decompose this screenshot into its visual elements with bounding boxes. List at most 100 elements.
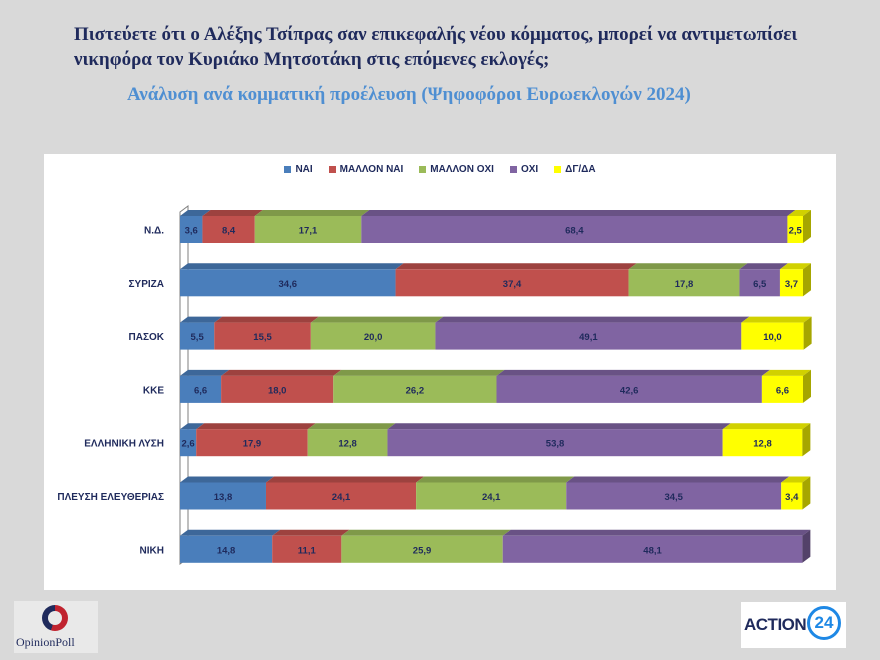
opinionpoll-logo-icon [42, 605, 68, 631]
bar-top-5-3 [566, 476, 790, 483]
opinionpoll-logo: OpinionPoll [14, 601, 98, 653]
bar-side-0 [803, 210, 811, 243]
category-label-2: ΠΑΣΟΚ [129, 332, 165, 343]
data-label-6-2: 25,9 [413, 545, 432, 556]
action24-logo-number: 24 [807, 606, 841, 640]
bar-5-1 [265, 482, 417, 510]
bar-side-5 [802, 476, 811, 510]
bar-top-4-4 [722, 423, 811, 430]
bar-top-0-0 [180, 210, 211, 216]
bar-top-3-0 [180, 369, 230, 376]
data-label-4-1: 17,9 [243, 439, 261, 450]
bar-top-0-2 [254, 210, 370, 216]
bar-5-2 [416, 482, 567, 510]
category-label-6: ΝΙΚΗ [140, 545, 164, 556]
bar-top-2-2 [310, 316, 444, 323]
bar-0-1 [202, 216, 255, 243]
bar-top-0-1 [202, 210, 263, 216]
bar-top-2-3 [435, 316, 750, 323]
category-label-5: ΠΛΕΥΣΗ ΕΛΕΥΘΕΡΙΑΣ [57, 492, 164, 503]
bar-top-3-2 [333, 369, 505, 376]
legend-item-0: ΝΑΙ [284, 164, 313, 175]
bar-5-4 [781, 482, 803, 510]
bar-3-4 [761, 375, 803, 403]
data-label-6-1: 11,1 [298, 545, 317, 556]
bar-top-6-1 [272, 529, 350, 536]
bar-top-5-4 [781, 476, 811, 483]
bar-top-3-1 [221, 369, 342, 376]
data-label-6-0: 14,8 [217, 545, 236, 556]
data-label-3-4: 6,6 [776, 385, 789, 396]
bar-top-2-0 [180, 316, 223, 323]
bar-top-3-4 [761, 369, 811, 376]
data-label-4-4: 12,8 [753, 439, 772, 450]
data-label-4-3: 53,8 [546, 439, 565, 450]
stacked-bar-chart: Ν.Δ. 3,6 8,4 17,1 68,4 2,5 ΣΥΡΙΖΑ 34,6 37,4 17,8 6… [57, 205, 812, 565]
bar-4-2 [307, 429, 388, 457]
bar-2-3 [435, 322, 742, 350]
data-label-3-1: 18,0 [268, 385, 287, 396]
bar-3-1 [221, 375, 334, 403]
chart-panel: ΝΑΙ ΜΑΛΛΟΝ ΝΑΙ ΜΑΛΛΟΝ ΟΧΙ ΟΧΙ ΔΓ/ΔΑ Ν.Δ. 3,6 8… [44, 154, 836, 590]
bar-2-4 [741, 322, 804, 350]
data-label-3-2: 26,2 [406, 385, 425, 396]
data-label-1-3: 6,5 [753, 279, 767, 290]
legend-label-1: ΜΑΛΛΟΝ ΝΑΙ [339, 164, 404, 175]
bar-6-1 [272, 535, 342, 563]
legend-item-2: ΜΑΛΛΟΝ ΟΧΙ [419, 164, 494, 175]
bar-0-4 [787, 216, 803, 243]
bar-6-2 [341, 535, 503, 563]
bar-top-0-4 [787, 210, 811, 216]
data-label-2-3: 49,1 [579, 332, 598, 343]
bar-top-4-0 [180, 423, 205, 430]
bar-side-2 [803, 316, 812, 350]
data-label-1-2: 17,8 [675, 279, 694, 290]
data-label-1-4: 3,7 [785, 279, 798, 290]
category-label-3: ΚΚΕ [143, 385, 164, 396]
data-label-0-1: 8,4 [222, 226, 236, 237]
bar-top-6-3 [502, 529, 811, 536]
bar-top-4-2 [307, 423, 396, 430]
chart-legend: ΝΑΙ ΜΑΛΛΟΝ ΝΑΙ ΜΑΛΛΟΝ ΟΧΙ ΟΧΙ ΔΓ/ΔΑ [44, 164, 836, 175]
bar-4-4 [722, 429, 803, 457]
bar-1-1 [395, 269, 629, 297]
legend-label-4: ΔΓ/ΔΑ [565, 164, 596, 175]
legend-label-0: ΝΑΙ [295, 164, 313, 175]
legend-swatch-1 [328, 165, 336, 173]
bar-top-1-3 [739, 263, 788, 270]
data-label-5-3: 34,5 [664, 492, 683, 503]
bar-6-3 [502, 535, 803, 563]
bar-top-0-3 [361, 210, 796, 216]
data-label-1-0: 34,6 [279, 279, 298, 290]
bar-top-6-0 [180, 529, 281, 536]
bar-0-2 [254, 216, 362, 243]
bar-top-4-3 [387, 423, 731, 430]
data-label-2-2: 20,0 [364, 332, 383, 343]
bar-top-6-2 [341, 529, 511, 536]
bar-2-0 [180, 322, 215, 350]
bar-0-0 [180, 216, 203, 243]
bar-3-0 [180, 375, 222, 403]
legend-swatch-2 [419, 165, 427, 173]
legend-swatch-0 [284, 165, 292, 173]
legend-swatch-4 [554, 165, 562, 173]
bar-top-5-1 [265, 476, 425, 483]
bar-0-3 [361, 216, 788, 243]
bar-top-1-1 [395, 263, 637, 270]
bar-top-5-0 [180, 476, 274, 483]
data-label-4-2: 12,8 [338, 439, 357, 450]
legend-item-1: ΜΑΛΛΟΝ ΝΑΙ [328, 164, 404, 175]
action24-logo-text: ACTION [744, 615, 807, 634]
bar-top-4-1 [196, 423, 316, 430]
bar-1-2 [628, 269, 740, 297]
data-label-1-1: 37,4 [503, 279, 522, 290]
category-label-1: ΣΥΡΙΖΑ [129, 279, 164, 290]
legend-swatch-3 [509, 165, 517, 173]
bar-6-0 [180, 535, 273, 563]
data-label-5-1: 24,1 [332, 492, 351, 503]
bar-side-4 [802, 423, 811, 457]
data-label-4-0: 2,6 [181, 439, 194, 450]
data-label-3-3: 42,6 [620, 385, 639, 396]
bar-top-1-0 [180, 263, 404, 270]
data-label-5-2: 24,1 [482, 492, 501, 503]
